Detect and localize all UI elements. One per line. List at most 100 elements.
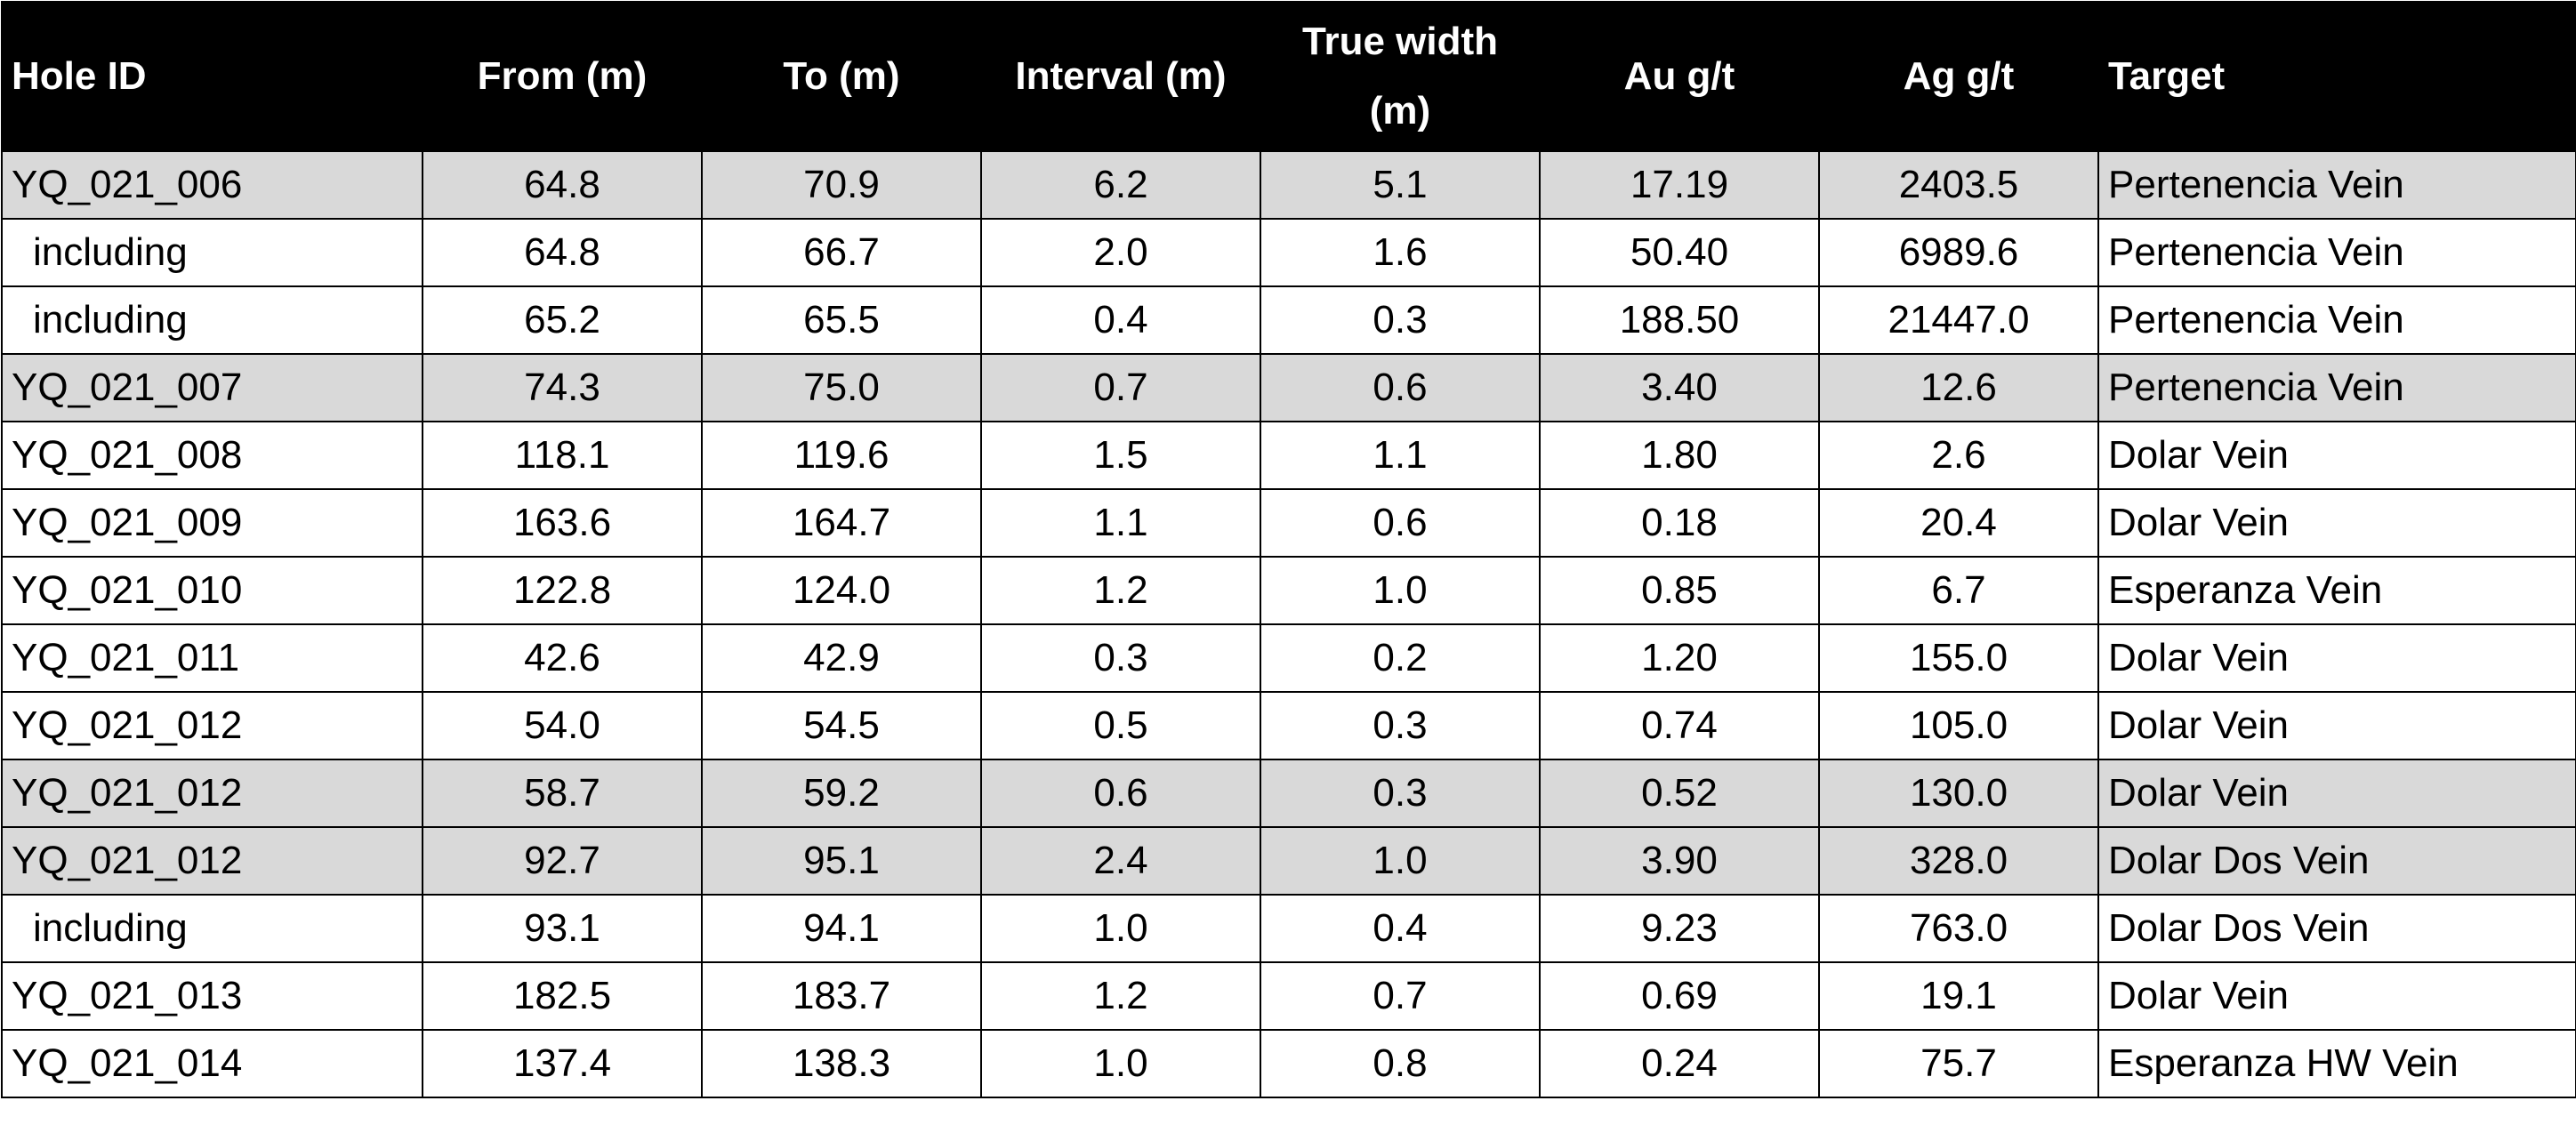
table-cell: 137.4 <box>422 1029 703 1098</box>
table-cell: 9.23 <box>1539 894 1820 963</box>
table-cell: 3.40 <box>1539 353 1820 422</box>
table-cell: 0.6 <box>980 759 1261 828</box>
table-cell: 119.6 <box>701 421 982 490</box>
table-cell: 0.5 <box>980 691 1261 760</box>
table-cell: Dolar Vein <box>2097 759 2576 828</box>
table-cell: 1.0 <box>980 1029 1261 1098</box>
table-cell: 124.0 <box>701 556 982 625</box>
table-row: YQ_021_011 42.6 42.9 0.3 0.2 1.20 155.0 Dolar V… <box>1 623 2576 693</box>
table-cell: Pertenencia Vein <box>2097 150 2576 220</box>
header-cell: Hole ID <box>1 1 423 152</box>
table-cell: YQ_021_014 <box>1 1029 423 1098</box>
table-cell: 118.1 <box>422 421 703 490</box>
table-row: YQ_021_014 137.4 138.3 1.0 0.8 0.24 75.7 Espera… <box>1 1029 2576 1098</box>
header-cell: True width (m) <box>1260 1 1541 152</box>
table-cell: 6.2 <box>980 150 1261 220</box>
table-row: YQ_021_012 54.0 54.5 0.5 0.3 0.74 105.0 Dolar V… <box>1 691 2576 760</box>
table-cell: 2.0 <box>980 218 1261 287</box>
table-row: YQ_021_006 64.8 70.9 6.2 5.1 17.19 2403.5 Perte… <box>1 150 2576 220</box>
table-cell: Dolar Dos Vein <box>2097 894 2576 963</box>
table-cell: 164.7 <box>701 488 982 558</box>
table-cell: 122.8 <box>422 556 703 625</box>
table-cell: including <box>1 894 423 963</box>
table-cell: 138.3 <box>701 1029 982 1098</box>
table-cell: 54.5 <box>701 691 982 760</box>
table-cell: 1.0 <box>1260 826 1541 896</box>
table-cell: 1.5 <box>980 421 1261 490</box>
table-cell: 0.2 <box>1260 623 1541 693</box>
table-cell: 0.24 <box>1539 1029 1820 1098</box>
table-cell: Pertenencia Vein <box>2097 285 2576 355</box>
table-cell: 0.69 <box>1539 961 1820 1031</box>
table-row: YQ_021_010 122.8 124.0 1.2 1.0 0.85 6.7 Esperan… <box>1 556 2576 625</box>
table-cell: 64.8 <box>422 150 703 220</box>
table-cell: 1.6 <box>1260 218 1541 287</box>
table-row: including 93.1 94.1 1.0 0.4 9.23 763.0 Dolar Do… <box>1 894 2576 963</box>
table-cell: Dolar Vein <box>2097 488 2576 558</box>
table-cell: 66.7 <box>701 218 982 287</box>
table-cell: 0.3 <box>1260 285 1541 355</box>
table-cell: 105.0 <box>1818 691 2099 760</box>
table-cell: YQ_021_006 <box>1 150 423 220</box>
header-cell: Target <box>2097 1 2576 152</box>
table-row: including 64.8 66.7 2.0 1.6 50.40 6989.6 Perten… <box>1 218 2576 287</box>
header-cell: From (m) <box>422 1 703 152</box>
table-cell: YQ_021_010 <box>1 556 423 625</box>
table-cell: 0.52 <box>1539 759 1820 828</box>
header-cell: To (m) <box>701 1 982 152</box>
table-cell: 54.0 <box>422 691 703 760</box>
table-cell: 5.1 <box>1260 150 1541 220</box>
table-cell: 42.6 <box>422 623 703 693</box>
table-cell: Dolar Vein <box>2097 961 2576 1031</box>
table-cell: 6989.6 <box>1818 218 2099 287</box>
table-cell: 75.0 <box>701 353 982 422</box>
table-cell: 1.1 <box>1260 421 1541 490</box>
table-row: including 65.2 65.5 0.4 0.3 188.50 21447.0 Pert… <box>1 285 2576 355</box>
table-cell: 19.1 <box>1818 961 2099 1031</box>
table-cell: 2.6 <box>1818 421 2099 490</box>
table-row: YQ_021_012 92.7 95.1 2.4 1.0 3.90 328.0 Dolar D… <box>1 826 2576 896</box>
table-cell: YQ_021_007 <box>1 353 423 422</box>
table-cell: 182.5 <box>422 961 703 1031</box>
table-cell: Dolar Dos Vein <box>2097 826 2576 896</box>
table-cell: 0.74 <box>1539 691 1820 760</box>
table-cell: 0.3 <box>980 623 1261 693</box>
header-row: Hole ID From (m) To (m) Interval (m) True wi… <box>1 1 2576 152</box>
table-cell: 0.4 <box>980 285 1261 355</box>
table-cell: 130.0 <box>1818 759 2099 828</box>
table-cell: YQ_021_011 <box>1 623 423 693</box>
table-row: YQ_021_012 58.7 59.2 0.6 0.3 0.52 130.0 Dolar V… <box>1 759 2576 828</box>
table-cell: Dolar Vein <box>2097 623 2576 693</box>
table-cell: 58.7 <box>422 759 703 828</box>
table-cell: 0.6 <box>1260 488 1541 558</box>
header-cell: Interval (m) <box>980 1 1261 152</box>
table-cell: 1.2 <box>980 961 1261 1031</box>
table-cell: YQ_021_013 <box>1 961 423 1031</box>
table-cell: 1.0 <box>1260 556 1541 625</box>
table-cell: 0.8 <box>1260 1029 1541 1098</box>
table-row: YQ_021_008 118.1 119.6 1.5 1.1 1.80 2.6 Dolar V… <box>1 421 2576 490</box>
table-cell: 155.0 <box>1818 623 2099 693</box>
table-cell: including <box>1 285 423 355</box>
table-cell: 64.8 <box>422 218 703 287</box>
table-cell: 17.19 <box>1539 150 1820 220</box>
table-body: YQ_021_006 64.8 70.9 6.2 5.1 17.19 2403.5 Perte… <box>1 150 2576 1098</box>
table-cell: Pertenencia Vein <box>2097 353 2576 422</box>
table-cell: 328.0 <box>1818 826 2099 896</box>
table-cell: 6.7 <box>1818 556 2099 625</box>
table-cell: 21447.0 <box>1818 285 2099 355</box>
table-cell: 1.1 <box>980 488 1261 558</box>
table-cell: 75.7 <box>1818 1029 2099 1098</box>
table-cell: YQ_021_012 <box>1 826 423 896</box>
table-cell: 0.18 <box>1539 488 1820 558</box>
table-cell: 94.1 <box>701 894 982 963</box>
table-cell: 0.4 <box>1260 894 1541 963</box>
table-cell: 65.2 <box>422 285 703 355</box>
table-cell: 70.9 <box>701 150 982 220</box>
table-cell: Esperanza HW Vein <box>2097 1029 2576 1098</box>
table-cell: 1.2 <box>980 556 1261 625</box>
table-row: YQ_021_007 74.3 75.0 0.7 0.6 3.40 12.6 Pertenen… <box>1 353 2576 422</box>
table-row: YQ_021_009 163.6 164.7 1.1 0.6 0.18 20.4 Dolar … <box>1 488 2576 558</box>
table-cell: 188.50 <box>1539 285 1820 355</box>
table-cell: 93.1 <box>422 894 703 963</box>
